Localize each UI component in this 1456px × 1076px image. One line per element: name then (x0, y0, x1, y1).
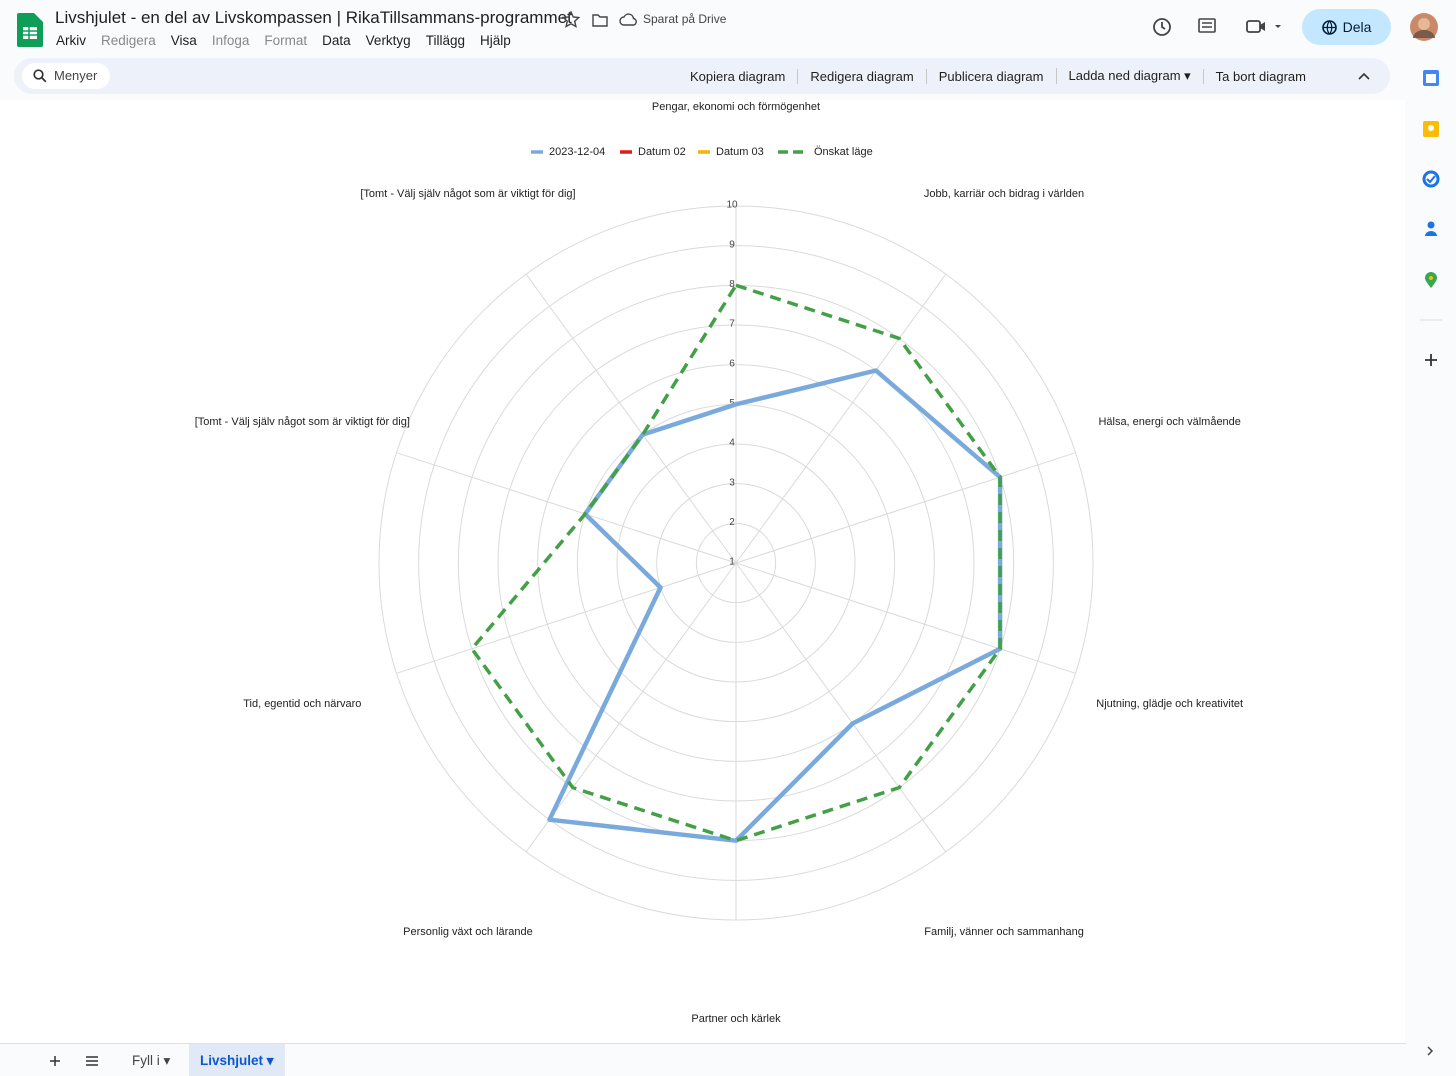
menu-item[interactable]: Format (264, 33, 308, 48)
spoke (396, 562, 737, 674)
toolbar-button[interactable]: Ladda ned diagram ▾ (1055, 68, 1203, 84)
toolbar-button[interactable]: Redigera diagram (797, 68, 925, 84)
spoke (525, 562, 737, 853)
category-label: Njutning, glädje och kreativitet (1096, 698, 1243, 710)
chart: Pengar, ekonomi och förmögenhet Jobb, kar… (0, 100, 1405, 1043)
spoke (396, 452, 737, 564)
r-tick-label: 7 (729, 319, 735, 330)
chart-toolbar: Menyer Kopiera diagram Redigera diagram … (14, 58, 1390, 94)
spoke (735, 562, 1076, 674)
category-label: Jobb, karriär och bidrag i världen (924, 188, 1084, 200)
search-icon (33, 69, 47, 83)
sheet-tab[interactable]: Fyll i ▾ (132, 1053, 171, 1068)
menu-item[interactable]: Redigera (101, 33, 156, 48)
side-panel (1420, 70, 1442, 1056)
series-line (470, 283, 1002, 843)
toolbar-buttons: Kopiera diagram Redigera diagram Publice… (678, 58, 1318, 94)
category-label: [Tomt - Välj själv något som är viktigt … (360, 188, 575, 200)
legend-label: 2023-12-04 (549, 146, 605, 158)
legend-label: Önskat läge (814, 146, 873, 158)
r-tick-label: 2 (729, 517, 735, 528)
menu-item[interactable]: Tillägg (425, 33, 465, 48)
sheets-logo[interactable] (17, 13, 43, 47)
legend-label: Datum 02 (638, 146, 686, 158)
menu-item[interactable]: Arkiv (56, 33, 86, 48)
r-tick-label: 8 (729, 279, 735, 290)
spoke (735, 273, 947, 564)
menu-item[interactable]: Hjälp (479, 33, 511, 48)
menu-item[interactable]: Visa (170, 33, 197, 48)
sheet-bar-icons[interactable] (48, 1054, 108, 1068)
menu-item[interactable]: Data (322, 33, 351, 48)
category-label: Pengar, ekonomi och förmögenhet (652, 101, 820, 113)
menu-search[interactable]: Menyer (22, 63, 111, 89)
category-label: Partner och kärlek (691, 1013, 781, 1025)
avatar[interactable] (1409, 12, 1439, 42)
r-tick-label: 10 (726, 200, 738, 211)
save-status: Sparat på Drive (643, 12, 727, 26)
share-button[interactable]: Dela (1302, 9, 1391, 45)
menu-item[interactable]: Infoga (211, 33, 250, 48)
sheet-tab-label: Fyll i (132, 1053, 160, 1068)
menu-item[interactable]: Verktyg (365, 33, 411, 48)
r-tick-label: 4 (729, 438, 735, 449)
toolbar-button-label: Ladda ned diagram (1068, 68, 1181, 83)
spoke (735, 562, 947, 853)
r-tick-label: 3 (729, 477, 735, 488)
globe-icon (1321, 19, 1337, 35)
category-label: Familj, vänner och sammanhang (924, 926, 1084, 938)
toolbar-button[interactable]: Ta bort diagram (1202, 68, 1318, 84)
r-tick-label: 6 (729, 358, 735, 369)
legend-label: Datum 03 (716, 146, 764, 158)
share-label: Dela (1342, 19, 1372, 35)
spoke (735, 452, 1076, 564)
header-icons[interactable] (1150, 14, 1290, 40)
menu-bar: Arkiv Redigera Visa Infoga Format Data V… (56, 33, 511, 48)
spoke (525, 273, 737, 564)
toolbar-button[interactable]: Kopiera diagram (689, 68, 786, 84)
r-tick-label: 9 (729, 239, 735, 250)
collapse-icon[interactable] (1358, 71, 1370, 81)
sheet-tab[interactable]: Livshjulet ▾ (189, 1044, 285, 1076)
search-label: Menyer (54, 68, 98, 83)
sheet-tab-label: Livshjulet (200, 1053, 264, 1068)
category-label: Hälsa, energi och välmående (1098, 416, 1240, 428)
sheet-bar: Fyll i ▾ Livshjulet ▾ (0, 1043, 1406, 1076)
document-title[interactable]: Livshjulet - en del av Livskompassen | R… (55, 8, 572, 27)
category-label: Personlig växt och lärande (403, 926, 533, 938)
category-label: Tid, egentid och närvaro (243, 698, 361, 710)
category-label: [Tomt - Välj själv något som är viktigt … (195, 416, 410, 428)
toolbar-button[interactable]: Publicera diagram (925, 68, 1056, 84)
r-tick-label: 1 (729, 557, 735, 568)
series-line (547, 368, 1003, 843)
title-icons[interactable] (562, 11, 682, 29)
